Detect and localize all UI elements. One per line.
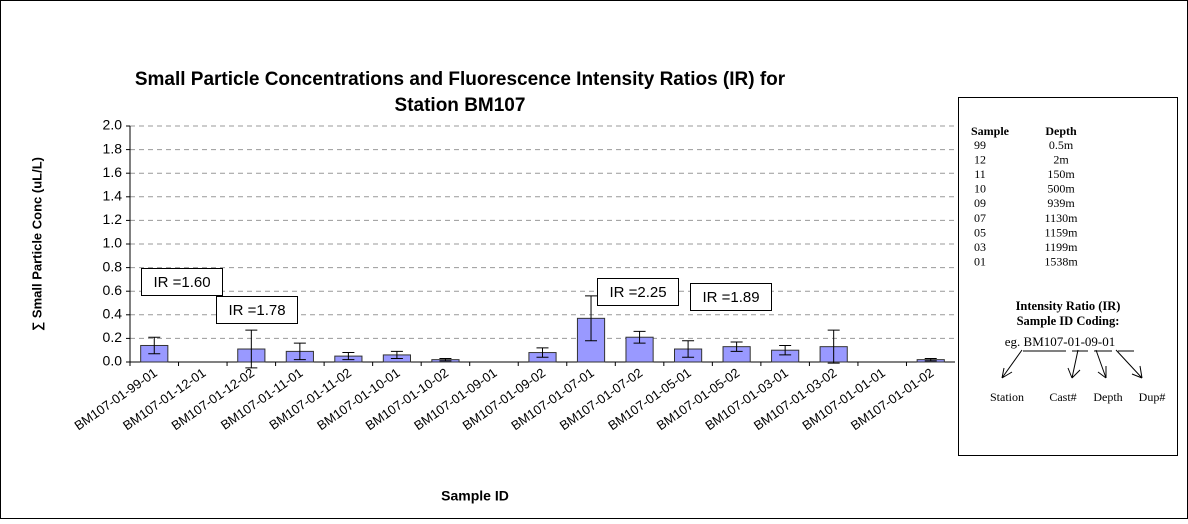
key-cell: 150m: [1047, 167, 1075, 181]
y-tick-label: 1.4: [103, 188, 123, 204]
y-tick-label: 0.8: [103, 258, 123, 274]
annotation-box: [597, 278, 679, 306]
annotation: IR =1.78: [228, 302, 285, 319]
key-cell: 11: [974, 167, 986, 181]
key-cell: 939m: [1047, 196, 1075, 210]
error-bar: [390, 350, 403, 359]
annotation: IR =1.89: [702, 289, 759, 306]
key-cell: 500m: [1047, 182, 1075, 196]
key-arrows: [1001, 349, 1143, 379]
key-header: Depth: [1045, 124, 1077, 138]
chart-title: Small Particle Concentrations and Fluore…: [135, 69, 786, 90]
y-axis-label: ∑ Small Particle Conc (uL/L): [29, 157, 44, 331]
key-cell: 09: [974, 196, 986, 210]
error-bar: [148, 336, 161, 355]
y-tick-label: 0.4: [103, 306, 123, 322]
y-tick-label: 1.8: [103, 140, 123, 156]
y-tick-label: 0.0: [103, 353, 123, 369]
key-cell: 03: [974, 240, 986, 254]
key-cell: 0.5m: [1049, 138, 1074, 152]
error-bar: [536, 347, 549, 358]
y-tick-label: 0.6: [103, 282, 123, 298]
error-bar: [924, 357, 937, 362]
error-bar: [342, 352, 355, 361]
key-coding-title: Intensity Ratio (IR): [1016, 299, 1121, 313]
y-tick-label: 1.2: [103, 211, 123, 227]
key-cell: 05: [974, 225, 986, 239]
error-bar: [245, 329, 258, 369]
key-cell: 07: [974, 211, 986, 225]
y-tick-label: 0.2: [103, 329, 123, 345]
annotation-box: [141, 268, 223, 296]
key-part: Cast#: [1049, 390, 1076, 404]
error-bar: [827, 329, 840, 364]
key-cell: 12: [974, 152, 986, 166]
key-part: Station: [990, 390, 1024, 404]
key-cell: 1199m: [1045, 240, 1079, 254]
key-cell: 1538m: [1044, 255, 1078, 269]
key-cell: 99: [974, 138, 986, 152]
error-bar: [585, 295, 598, 342]
key-part: Depth: [1093, 390, 1122, 404]
x-axis-label: Sample ID: [441, 488, 509, 504]
error-bar: [682, 340, 695, 358]
error-bar: [730, 341, 743, 352]
error-bar: [779, 344, 792, 356]
error-bar: [293, 342, 306, 361]
annotation-box: [216, 296, 298, 324]
key-header: Sample: [971, 124, 1010, 138]
key-coding-title: Sample ID Coding:: [1017, 314, 1120, 328]
key-cell: 1159m: [1045, 225, 1079, 239]
error-bar: [439, 357, 452, 362]
y-tick-label: 2.0: [103, 117, 123, 133]
key-cell: 10: [974, 182, 986, 196]
annotation: IR =2.25: [609, 284, 666, 301]
y-tick-label: 1.6: [103, 164, 123, 180]
key-cell: 1130m: [1045, 211, 1079, 225]
key-cell: 2m: [1053, 152, 1069, 166]
key-cell: 01: [974, 255, 986, 269]
key-example: eg. BM107-01-09-01: [1005, 334, 1116, 349]
chart-title: Station BM107: [395, 95, 526, 116]
annotation: IR =1.60: [153, 274, 210, 291]
error-bar: [633, 330, 646, 344]
key-box: [958, 97, 1178, 456]
key-part: Dup#: [1139, 390, 1166, 404]
y-tick-label: 1.0: [103, 235, 123, 251]
annotation-box: [690, 283, 772, 311]
